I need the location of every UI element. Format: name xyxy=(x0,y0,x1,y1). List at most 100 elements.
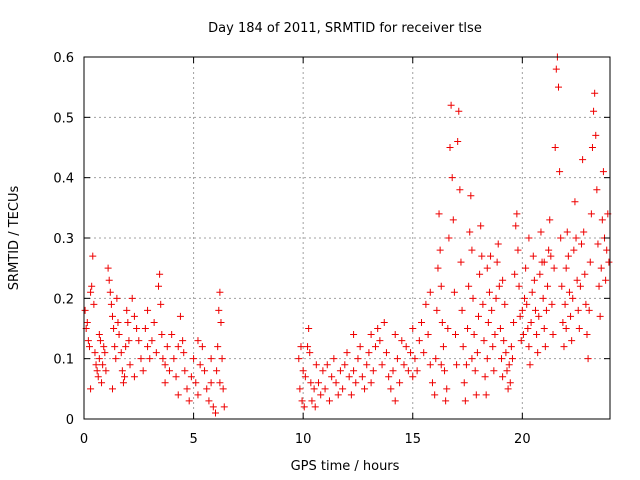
data-point xyxy=(567,312,575,320)
data-point xyxy=(409,325,417,332)
data-point xyxy=(371,343,379,351)
data-point xyxy=(587,210,595,218)
data-point xyxy=(418,318,426,326)
data-point xyxy=(488,306,496,314)
data-point xyxy=(356,343,364,351)
data-point xyxy=(544,282,552,290)
data-point xyxy=(489,343,497,351)
axis-ticks xyxy=(83,56,610,420)
data-point xyxy=(454,137,462,145)
data-point xyxy=(428,379,436,387)
data-point xyxy=(472,391,480,399)
data-point xyxy=(158,331,166,339)
data-point xyxy=(431,391,439,399)
data-point xyxy=(562,264,570,272)
data-point xyxy=(561,300,569,308)
data-point xyxy=(451,331,459,339)
data-point xyxy=(595,282,603,290)
data-point xyxy=(141,325,149,332)
data-point xyxy=(170,355,178,363)
data-point xyxy=(172,373,180,381)
data-point xyxy=(540,325,548,332)
data-point xyxy=(475,312,482,320)
y-tick-label: 0.4 xyxy=(53,172,74,187)
y-tick-label: 0.6 xyxy=(53,51,74,66)
data-point xyxy=(111,343,119,351)
data-point xyxy=(436,246,444,254)
data-point xyxy=(98,379,106,387)
data-point xyxy=(400,361,408,369)
data-point xyxy=(174,391,182,399)
data-point xyxy=(212,409,219,417)
data-point xyxy=(558,282,566,290)
data-point xyxy=(334,391,342,399)
data-point xyxy=(112,355,120,363)
data-point xyxy=(104,264,112,272)
data-point xyxy=(295,355,303,363)
data-point xyxy=(554,83,562,91)
data-point xyxy=(123,306,131,314)
data-point xyxy=(562,325,570,332)
data-points xyxy=(81,53,613,417)
data-point xyxy=(551,144,559,151)
data-point xyxy=(501,300,509,308)
data-point xyxy=(402,343,410,351)
data-point xyxy=(556,168,564,176)
data-point xyxy=(407,349,415,357)
data-point xyxy=(296,385,304,393)
data-point xyxy=(181,367,189,375)
data-point xyxy=(352,379,360,387)
data-point xyxy=(217,318,225,326)
data-point xyxy=(183,385,191,393)
data-point xyxy=(126,361,134,369)
data-point xyxy=(437,361,445,369)
data-point xyxy=(447,101,455,109)
data-point xyxy=(378,361,386,369)
data-point xyxy=(325,397,333,405)
x-axis-label: GPS time / hours xyxy=(291,459,400,474)
data-point xyxy=(569,294,577,302)
data-point xyxy=(305,325,313,332)
data-point xyxy=(128,294,136,302)
data-point xyxy=(196,361,204,369)
data-point xyxy=(328,373,336,381)
data-point xyxy=(585,306,593,314)
data-point xyxy=(530,276,538,284)
data-point xyxy=(465,282,473,290)
data-point xyxy=(213,367,221,375)
data-point xyxy=(94,373,102,381)
x-tick-label: 10 xyxy=(295,432,312,447)
x-tick-label: 0 xyxy=(80,432,88,447)
data-point xyxy=(437,282,445,290)
data-point xyxy=(315,379,323,387)
data-point xyxy=(590,107,598,115)
x-tick-label: 20 xyxy=(514,432,531,447)
data-point xyxy=(137,355,145,363)
data-point xyxy=(422,300,430,308)
data-point xyxy=(592,131,600,139)
data-point xyxy=(95,355,103,363)
data-point xyxy=(376,337,384,345)
data-point xyxy=(409,373,417,381)
data-point xyxy=(301,373,309,381)
data-point xyxy=(581,270,589,278)
data-point xyxy=(459,343,467,351)
data-point xyxy=(339,385,347,393)
data-point xyxy=(92,361,100,369)
data-point xyxy=(311,403,319,411)
data-point xyxy=(573,276,581,284)
data-point xyxy=(528,288,536,296)
data-point xyxy=(591,89,599,97)
data-point xyxy=(336,367,344,375)
data-point xyxy=(461,397,469,405)
data-point xyxy=(192,379,200,387)
data-point xyxy=(537,228,545,236)
data-point xyxy=(304,343,312,351)
data-point xyxy=(570,246,578,254)
data-point xyxy=(393,355,401,363)
chart-title: Day 184 of 2011, SRMTID for receiver tls… xyxy=(208,21,482,36)
data-point xyxy=(130,312,138,320)
data-point xyxy=(502,349,510,357)
data-point xyxy=(108,385,116,393)
data-point xyxy=(194,337,202,345)
